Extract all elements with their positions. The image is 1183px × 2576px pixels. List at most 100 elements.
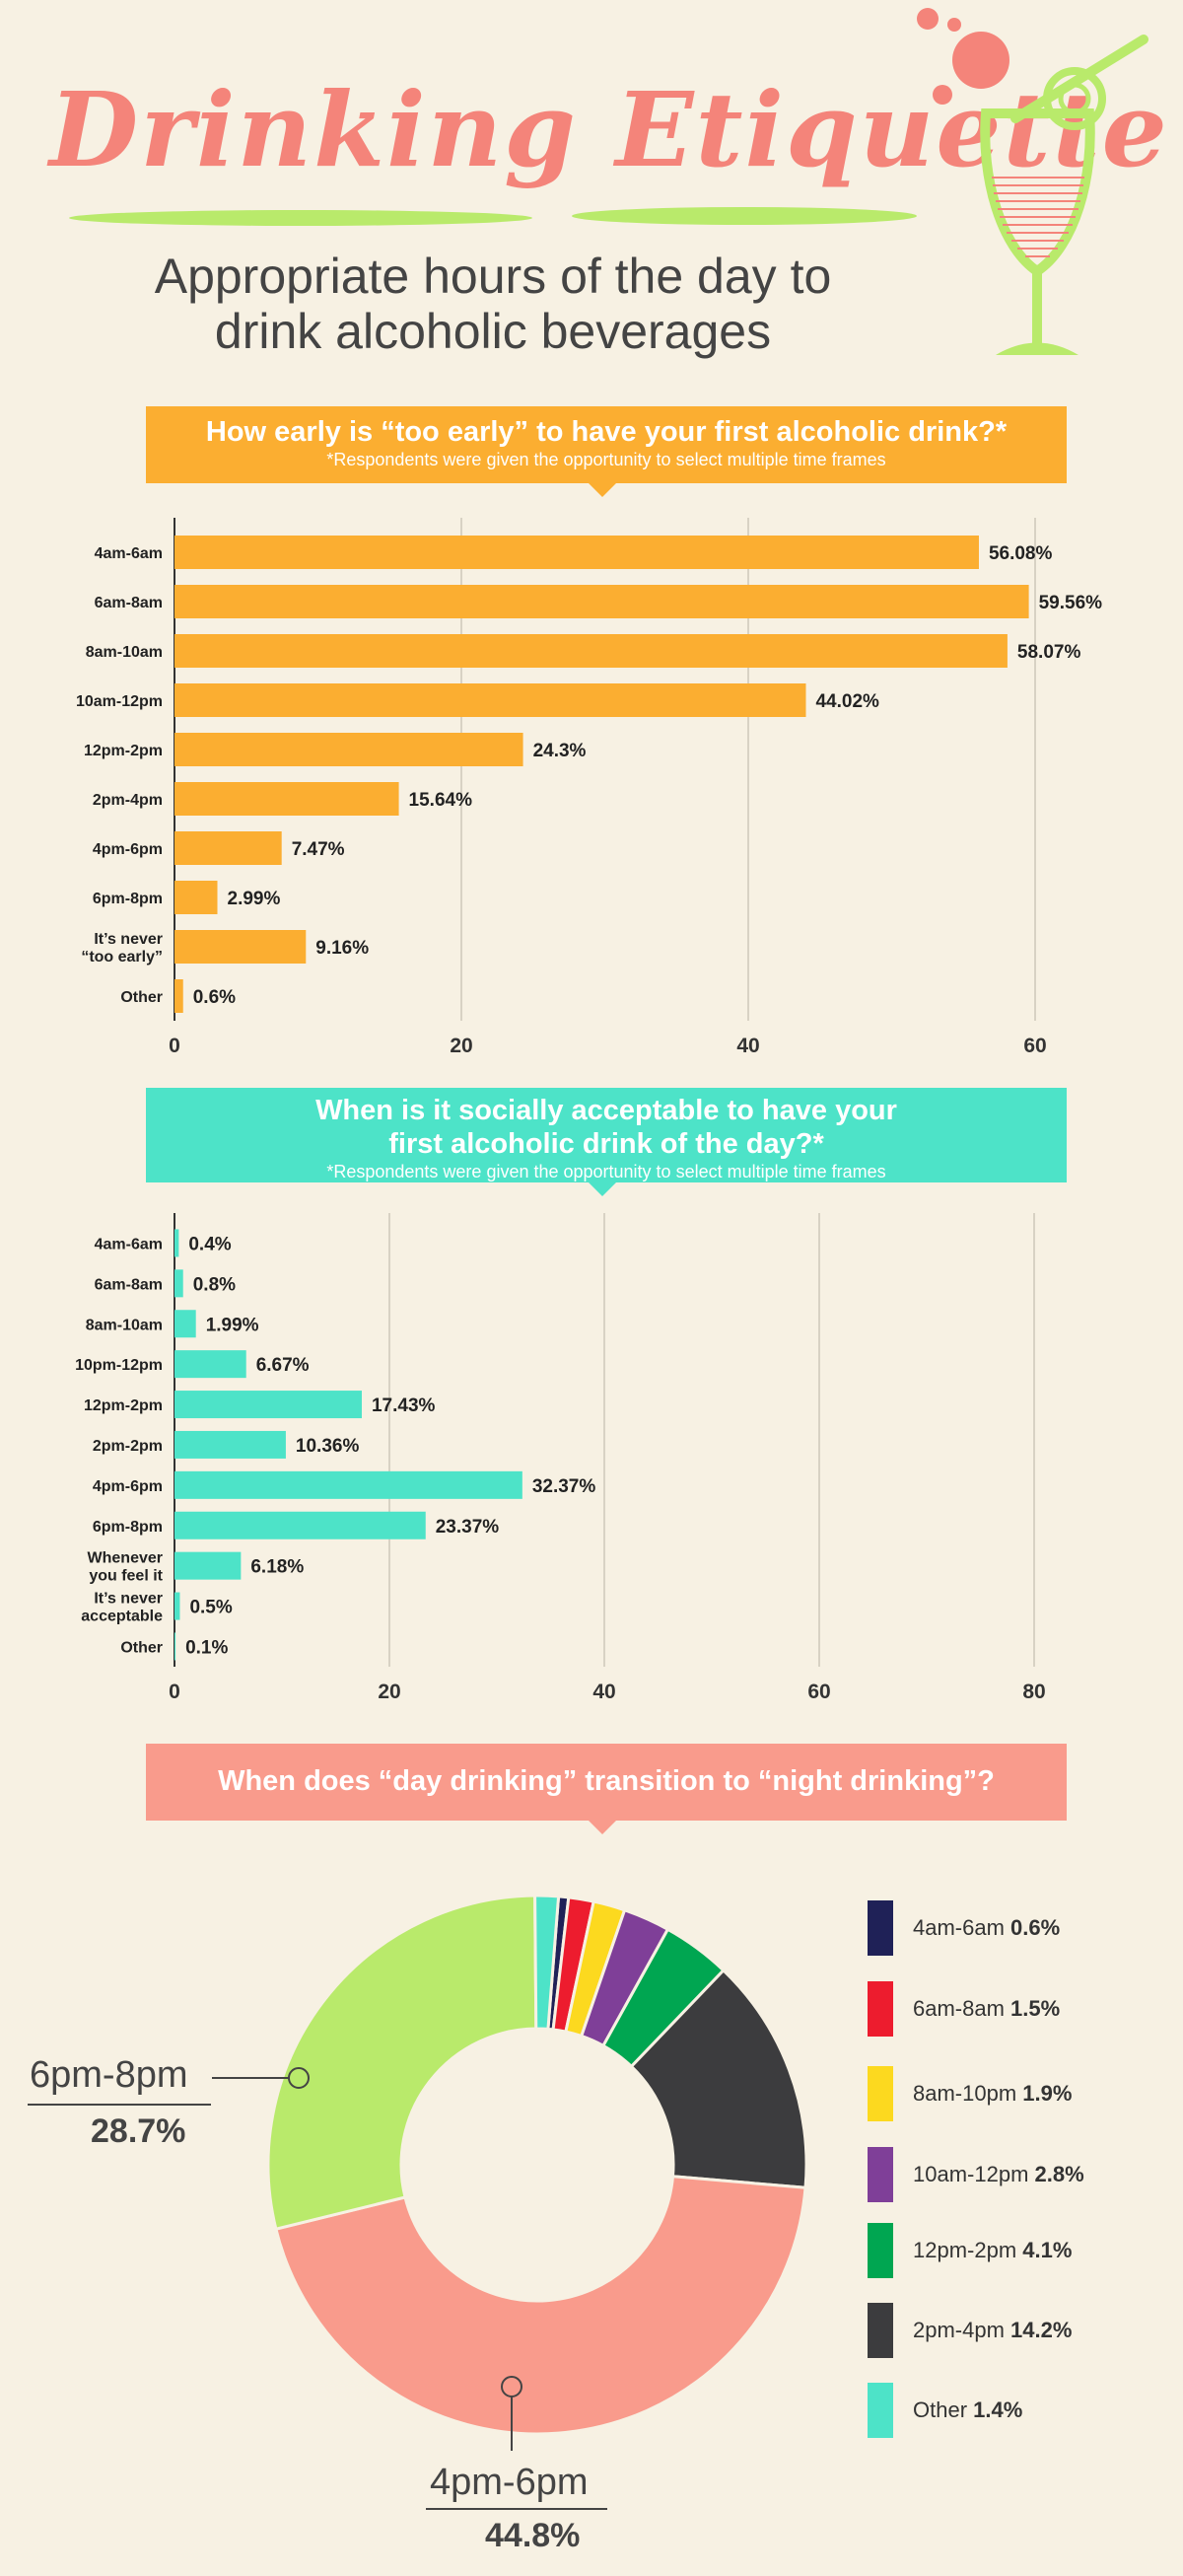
- chart2-note: *Respondents were given the opportunity …: [326, 1162, 886, 1181]
- callout-4pm-label: 4pm-6pm: [430, 2462, 589, 2503]
- chart2-category-label: 4pm-6pm: [93, 1478, 163, 1495]
- chart1-category-label: 12pm-2pm: [84, 743, 163, 759]
- chart2-bar: [174, 1632, 176, 1661]
- chart1-note: *Respondents were given the opportunity …: [326, 450, 886, 469]
- legend-label: 6am-8am 1.5%: [913, 1996, 1061, 2021]
- chart2-category-label: It’s never: [94, 1591, 163, 1608]
- chart1-category-label: 6am-8am: [95, 595, 163, 611]
- chart1-bar: [174, 733, 523, 766]
- title-swoosh-right: [572, 207, 917, 225]
- legend-label: 2pm-4pm 14.2%: [913, 2318, 1073, 2342]
- chart2-value-label: 6.18%: [250, 1557, 304, 1578]
- chart2-category-label: 4am-6am: [95, 1236, 163, 1252]
- legend-label: 12pm-2pm 4.1%: [913, 2238, 1073, 2262]
- donut-slice: [266, 1894, 538, 2232]
- chart1-category-label: 4pm-6pm: [93, 841, 163, 858]
- chart2-bar: [174, 1470, 522, 1499]
- chart2-tick-label: 60: [807, 1681, 830, 1703]
- chart1-bar: [174, 979, 183, 1013]
- chart2-bar: [174, 1511, 426, 1539]
- chart1-value-label: 15.64%: [409, 790, 473, 811]
- title-swoosh-left: [69, 210, 532, 226]
- chart2-value-label: 6.67%: [256, 1355, 310, 1376]
- chart1-value-label: 44.02%: [815, 691, 879, 712]
- chart2-category-label: you feel it: [89, 1568, 163, 1585]
- chart2-tick-label: 20: [378, 1681, 400, 1703]
- chart2-category-label: 2pm-2pm: [93, 1438, 163, 1455]
- chart1-bar: [174, 585, 1029, 618]
- chart1-tick-label: 40: [736, 1035, 759, 1055]
- legend-swatch: [868, 2147, 893, 2202]
- chart2-category-label: acceptable: [81, 1609, 163, 1625]
- callout-6pm-value: 28.7%: [91, 2112, 186, 2150]
- page-subtitle: Appropriate hours of the day to drink al…: [59, 249, 927, 359]
- legend-item: 10am-12pm 2.8%: [868, 2145, 1084, 2204]
- chart2-bar: [174, 1269, 183, 1298]
- legend-label: Other 1.4%: [913, 2397, 1023, 2422]
- chart1-category-label: It’s never: [94, 931, 163, 948]
- chart1-category-label: 8am-10am: [86, 644, 163, 661]
- chart1-bar-chart: 0 20 40 60 56.08% 4am-6am 59.56% 6am-8am 58.07% 8…: [76, 518, 1102, 1055]
- legend-swatch: [868, 2223, 893, 2278]
- bubble-small-1: [917, 8, 939, 30]
- chart2-bar: [174, 1229, 179, 1257]
- chart2-banner-pointer: [589, 1182, 616, 1196]
- chart2-category-label: 10pm-12pm: [75, 1357, 163, 1374]
- chart2-category-label: 8am-10am: [86, 1317, 163, 1333]
- bubble-medium: [933, 85, 952, 105]
- chart1-bar: [174, 881, 218, 914]
- donut-slice: [274, 2175, 807, 2436]
- chart1-tick-label: 20: [450, 1035, 472, 1055]
- chart1-bar: [174, 930, 307, 964]
- chart2-value-label: 32.37%: [532, 1476, 596, 1497]
- legend-item: 4am-6am 0.6%: [868, 1898, 1060, 1958]
- legend-swatch: [868, 1981, 893, 2037]
- chart2-value-label: 0.4%: [188, 1234, 231, 1254]
- chart2-tick-label: 80: [1022, 1681, 1045, 1703]
- chart1-bar: [174, 634, 1008, 668]
- chart2-bar: [174, 1551, 242, 1580]
- chart1-category-label: 6pm-8pm: [93, 891, 163, 907]
- chart1-bar: [174, 782, 399, 816]
- chart2-value-label: 0.5%: [189, 1598, 232, 1618]
- donut-slice: [629, 1968, 808, 2189]
- chart3-banner: When does “day drinking” transition to “…: [146, 1744, 1067, 1821]
- chart1-value-label: 56.08%: [989, 543, 1053, 564]
- bubble-large: [952, 32, 1009, 89]
- chart2-bar: [174, 1310, 196, 1338]
- chart1-category-label: 2pm-4pm: [93, 792, 163, 809]
- chart2-category-label: Other: [120, 1639, 163, 1656]
- callout-4pm-rule: [426, 2508, 607, 2510]
- chart1-bar: [174, 683, 806, 717]
- legend-swatch: [868, 2383, 893, 2438]
- chart2-bar: [174, 1430, 286, 1459]
- subtitle-line-1: Appropriate hours of the day to: [154, 249, 832, 304]
- callout-6pm-rule: [28, 2104, 211, 2106]
- chart2-value-label: 0.1%: [185, 1637, 228, 1658]
- callout-4pm-value: 44.8%: [485, 2517, 581, 2554]
- chart2-value-label: 10.36%: [296, 1436, 360, 1457]
- legend-item: 6am-8am 1.5%: [868, 1979, 1060, 2039]
- chart2-bar: [174, 1350, 246, 1379]
- legend-label: 8am-10pm 1.9%: [913, 2081, 1073, 2106]
- legend-item: 2pm-4pm 14.2%: [868, 2301, 1072, 2360]
- chart1-title: How early is “too early” to have your fi…: [205, 416, 1008, 448]
- subtitle-line-2: drink alcoholic beverages: [214, 304, 772, 359]
- chart2-title-line2: first alcoholic drink of the day?*: [388, 1128, 824, 1160]
- legend-swatch: [868, 1900, 893, 1956]
- chart1-category-label: 4am-6am: [95, 545, 163, 562]
- legend-item: 8am-10pm 1.9%: [868, 2064, 1072, 2123]
- chart2-bar: [174, 1391, 362, 1419]
- legend-item: Other 1.4%: [868, 2381, 1022, 2440]
- chart1-value-label: 24.3%: [533, 741, 587, 761]
- chart1-category-label: “too early”: [81, 949, 163, 966]
- donut-slice: [533, 1894, 561, 2032]
- donut-chart: [212, 1894, 808, 2451]
- chart1-value-label: 58.07%: [1017, 642, 1081, 663]
- chart2-value-label: 23.37%: [436, 1517, 500, 1538]
- legend-item: 12pm-2pm 4.1%: [868, 2221, 1072, 2280]
- chart1-category-label: 10am-12pm: [76, 693, 163, 710]
- chart1-tick-label: 0: [169, 1035, 180, 1055]
- chart1-value-label: 7.47%: [292, 839, 345, 860]
- chart1-banner: How early is “too early” to have your fi…: [146, 406, 1067, 483]
